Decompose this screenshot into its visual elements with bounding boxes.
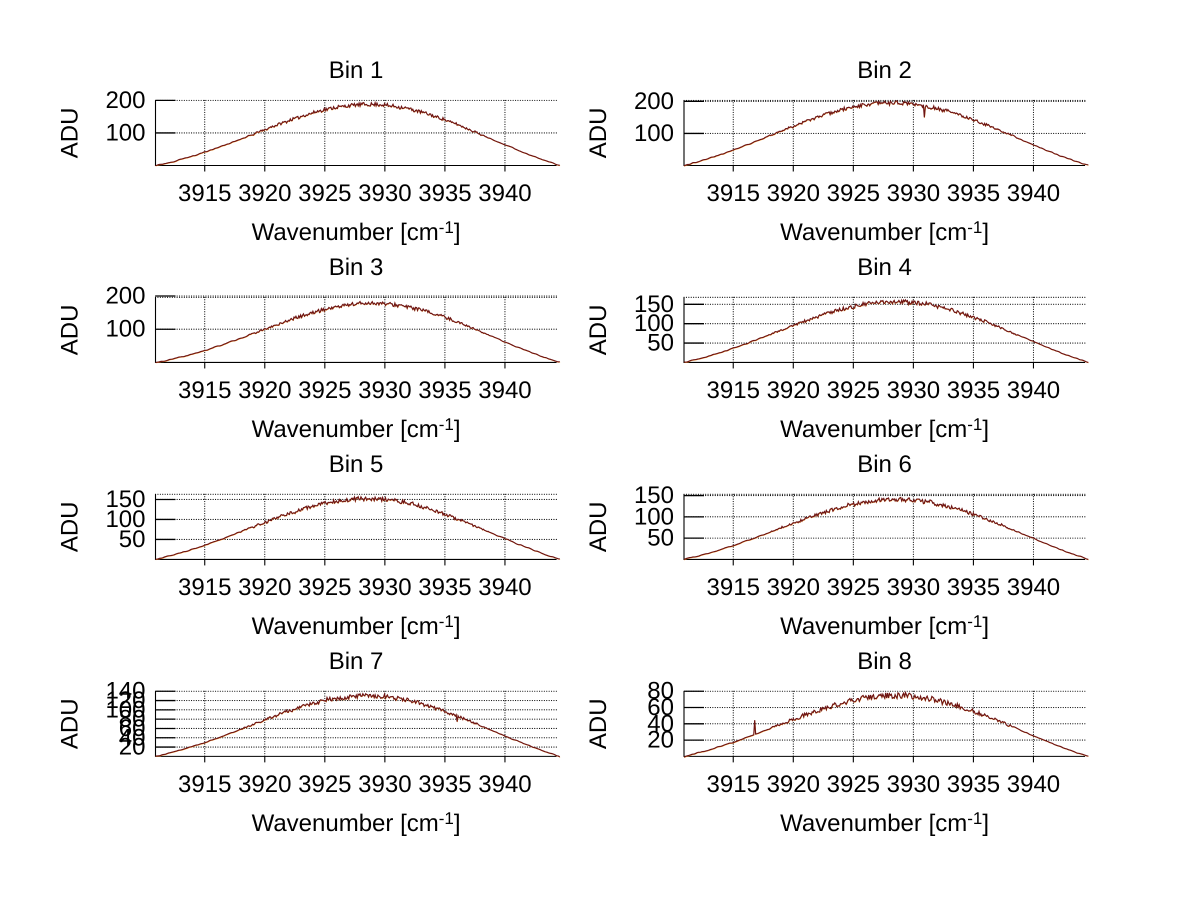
svg-text:3935: 3935 [947, 771, 1000, 798]
svg-text:3920: 3920 [238, 180, 291, 207]
svg-text:3915: 3915 [178, 574, 231, 601]
svg-text:3935: 3935 [418, 574, 471, 601]
svg-text:3940: 3940 [1007, 180, 1060, 207]
svg-text:3925: 3925 [827, 377, 880, 404]
svg-text:3915: 3915 [707, 771, 760, 798]
svg-text:3915: 3915 [707, 180, 760, 207]
svg-text:Wavenumber [cm-1]: Wavenumber [cm-1] [252, 415, 461, 443]
svg-text:3920: 3920 [767, 771, 820, 798]
svg-text:3920: 3920 [767, 574, 820, 601]
svg-text:3935: 3935 [947, 377, 1000, 404]
svg-text:3935: 3935 [418, 180, 471, 207]
svg-text:3925: 3925 [298, 771, 351, 798]
svg-text:ADU: ADU [585, 502, 612, 553]
svg-text:80: 80 [647, 678, 674, 705]
svg-text:3930: 3930 [358, 180, 411, 207]
svg-text:200: 200 [634, 88, 674, 115]
svg-text:3920: 3920 [238, 377, 291, 404]
svg-text:Wavenumber [cm-1]: Wavenumber [cm-1] [780, 415, 989, 443]
svg-text:ADU: ADU [57, 698, 84, 749]
svg-text:3940: 3940 [478, 377, 531, 404]
svg-text:3920: 3920 [238, 771, 291, 798]
svg-text:3935: 3935 [947, 180, 1000, 207]
svg-text:Wavenumber [cm-1]: Wavenumber [cm-1] [252, 612, 461, 640]
svg-text:3920: 3920 [767, 377, 820, 404]
svg-text:100: 100 [634, 120, 674, 147]
svg-text:3930: 3930 [358, 574, 411, 601]
svg-text:Wavenumber [cm-1]: Wavenumber [cm-1] [780, 612, 989, 640]
svg-text:3930: 3930 [358, 771, 411, 798]
svg-text:3940: 3940 [478, 574, 531, 601]
svg-text:3920: 3920 [238, 574, 291, 601]
svg-text:3925: 3925 [298, 377, 351, 404]
svg-text:ADU: ADU [57, 305, 84, 356]
svg-text:100: 100 [105, 119, 145, 146]
svg-text:3930: 3930 [358, 377, 411, 404]
svg-text:3925: 3925 [298, 574, 351, 601]
svg-text:Bin 7: Bin 7 [329, 648, 384, 675]
svg-text:Bin 3: Bin 3 [329, 254, 384, 281]
svg-text:Wavenumber [cm-1]: Wavenumber [cm-1] [252, 809, 461, 837]
svg-text:Wavenumber [cm-1]: Wavenumber [cm-1] [780, 809, 989, 837]
svg-text:3920: 3920 [767, 180, 820, 207]
svg-text:3915: 3915 [178, 771, 231, 798]
svg-text:3930: 3930 [887, 180, 940, 207]
svg-text:Bin 6: Bin 6 [857, 451, 912, 478]
svg-text:3930: 3930 [887, 771, 940, 798]
svg-text:3915: 3915 [178, 180, 231, 207]
svg-text:3930: 3930 [887, 377, 940, 404]
svg-text:Wavenumber [cm-1]: Wavenumber [cm-1] [252, 218, 461, 246]
svg-text:3915: 3915 [707, 377, 760, 404]
svg-text:ADU: ADU [57, 502, 84, 553]
svg-text:150: 150 [105, 486, 145, 513]
svg-text:3940: 3940 [478, 180, 531, 207]
svg-text:3940: 3940 [1007, 771, 1060, 798]
svg-text:ADU: ADU [57, 108, 84, 159]
svg-text:3940: 3940 [478, 771, 531, 798]
svg-text:3935: 3935 [947, 574, 1000, 601]
svg-text:Wavenumber [cm-1]: Wavenumber [cm-1] [780, 218, 989, 246]
svg-text:3925: 3925 [827, 180, 880, 207]
svg-text:3915: 3915 [707, 574, 760, 601]
svg-text:Bin 8: Bin 8 [857, 648, 912, 675]
svg-text:ADU: ADU [585, 698, 612, 749]
svg-text:3940: 3940 [1007, 574, 1060, 601]
svg-text:3925: 3925 [827, 574, 880, 601]
svg-text:Bin 4: Bin 4 [857, 254, 912, 281]
svg-text:200: 200 [105, 283, 145, 310]
svg-text:3930: 3930 [887, 574, 940, 601]
svg-text:ADU: ADU [585, 305, 612, 356]
svg-text:150: 150 [634, 482, 674, 509]
svg-text:200: 200 [105, 87, 145, 114]
svg-text:150: 150 [634, 291, 674, 318]
svg-text:3935: 3935 [418, 377, 471, 404]
svg-text:100: 100 [105, 316, 145, 343]
svg-text:3915: 3915 [178, 377, 231, 404]
svg-text:Bin 5: Bin 5 [329, 451, 384, 478]
svg-text:Bin 1: Bin 1 [329, 57, 384, 84]
svg-text:Bin 2: Bin 2 [857, 57, 912, 84]
svg-text:ADU: ADU [585, 108, 612, 159]
svg-text:3925: 3925 [298, 180, 351, 207]
svg-text:3940: 3940 [1007, 377, 1060, 404]
svg-text:3935: 3935 [418, 771, 471, 798]
svg-text:3925: 3925 [827, 771, 880, 798]
svg-text:140: 140 [105, 678, 145, 705]
